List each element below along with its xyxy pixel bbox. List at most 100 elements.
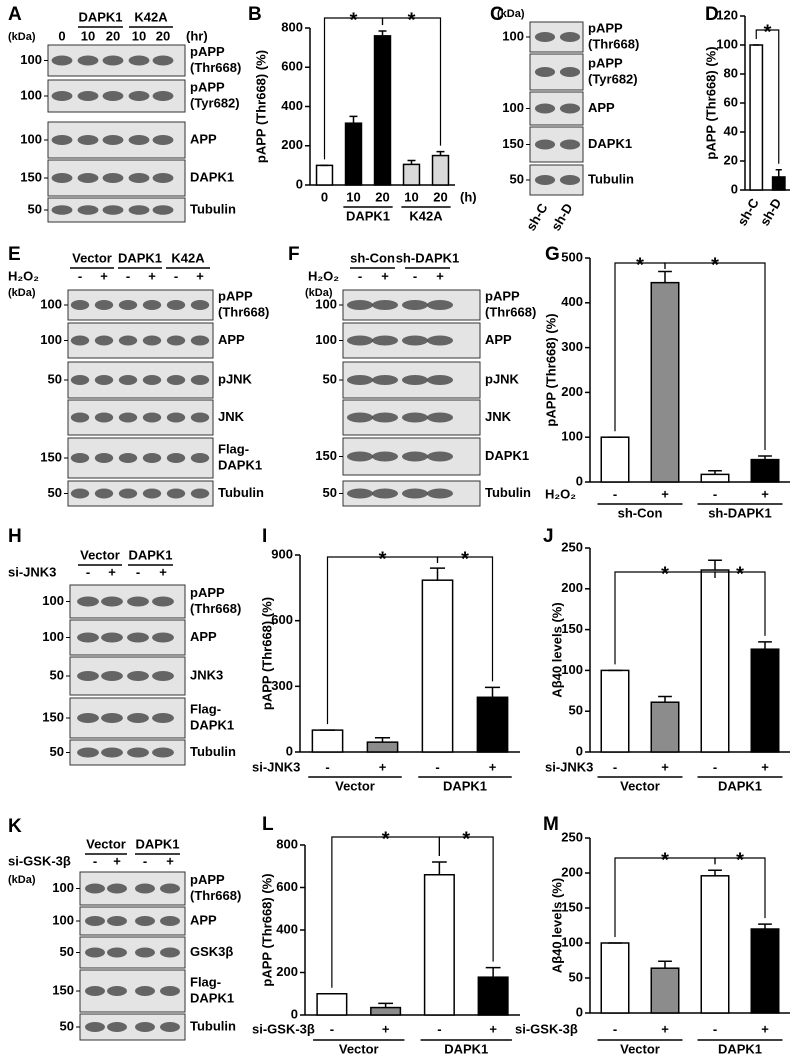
band bbox=[426, 300, 454, 310]
size-marker: 100 bbox=[42, 593, 64, 608]
row-label: APP bbox=[218, 332, 245, 347]
row-label: Flag- bbox=[190, 974, 221, 989]
band bbox=[94, 412, 114, 423]
significance-bracket bbox=[438, 836, 494, 962]
error-bar bbox=[758, 923, 772, 929]
bar bbox=[650, 281, 680, 483]
x-tick-label: + bbox=[489, 1021, 497, 1036]
y-axis-label: Aβ40 levels (%) bbox=[549, 602, 564, 697]
band bbox=[70, 335, 90, 346]
significance-star: * bbox=[661, 849, 669, 871]
significance-bracket bbox=[381, 17, 442, 146]
y-tick-label: 100 bbox=[561, 934, 583, 949]
y-tick-label: 400 bbox=[276, 921, 298, 936]
row-label: Tubulin bbox=[588, 171, 634, 186]
band bbox=[346, 335, 374, 346]
x-tick-label: - bbox=[713, 1021, 717, 1036]
y-tick-label: 500 bbox=[561, 249, 583, 264]
band bbox=[101, 713, 123, 723]
error-bar bbox=[758, 641, 772, 650]
row-label: JNK bbox=[218, 409, 245, 424]
band bbox=[346, 488, 374, 499]
row-label: Tubulin bbox=[218, 485, 264, 500]
error-bar bbox=[431, 861, 447, 875]
band bbox=[85, 1022, 105, 1032]
row-label: pAPP bbox=[218, 288, 253, 303]
bar bbox=[311, 729, 344, 753]
band bbox=[371, 335, 399, 346]
x-tick-label: 10 bbox=[404, 189, 418, 204]
row-label: pAPP bbox=[190, 44, 225, 59]
row-label: APP bbox=[190, 629, 217, 644]
band bbox=[85, 883, 105, 894]
band bbox=[77, 713, 99, 723]
size-marker: 150 bbox=[20, 169, 42, 184]
row-label: pJNK bbox=[218, 371, 253, 386]
y-axis-label: pAPP (Thr668) (%) bbox=[253, 50, 268, 163]
band bbox=[534, 32, 556, 42]
band bbox=[51, 135, 73, 145]
band bbox=[401, 300, 429, 310]
error-bar bbox=[658, 270, 672, 283]
band bbox=[127, 671, 149, 681]
bar bbox=[370, 1006, 402, 1016]
band bbox=[534, 103, 556, 114]
y-tick-label: 0 bbox=[286, 743, 293, 758]
band bbox=[102, 55, 124, 66]
lane-label: + bbox=[436, 268, 444, 283]
x-tick-label: + bbox=[761, 486, 769, 501]
unit-label: (hr) bbox=[186, 28, 208, 43]
treatment-label: H₂O₂ bbox=[8, 268, 39, 283]
lane-label: - bbox=[358, 268, 362, 283]
significance-bracket bbox=[755, 29, 780, 164]
band bbox=[70, 412, 90, 423]
band bbox=[371, 488, 399, 499]
row-label: JNK bbox=[485, 409, 512, 424]
lane-label: - bbox=[126, 268, 130, 283]
size-marker: 100 bbox=[20, 87, 42, 102]
band bbox=[371, 375, 399, 385]
band bbox=[128, 91, 150, 101]
lane-label: - bbox=[143, 853, 147, 868]
band bbox=[77, 671, 99, 681]
row-label: (Thr668) bbox=[218, 304, 269, 319]
group-label: K42A bbox=[134, 9, 168, 24]
x-tick-label: sh-D bbox=[757, 196, 784, 229]
group-label: DAPK1 bbox=[118, 250, 162, 265]
group-label: DAPK1 bbox=[718, 1041, 762, 1056]
bar bbox=[700, 875, 730, 1014]
y-tick-label: 80 bbox=[724, 65, 738, 80]
error-bar bbox=[374, 737, 391, 743]
band bbox=[426, 335, 454, 346]
y-tick-label: 600 bbox=[276, 879, 298, 894]
lane-label: + bbox=[166, 853, 174, 868]
error-bar bbox=[708, 470, 722, 475]
row-label: JNK3 bbox=[190, 667, 223, 682]
y-tick-label: 800 bbox=[276, 836, 298, 851]
y-tick-label: 0 bbox=[576, 1004, 583, 1019]
group-label: sh-DAPK1 bbox=[708, 505, 772, 520]
band bbox=[51, 205, 73, 215]
bar bbox=[650, 701, 680, 753]
band bbox=[401, 412, 429, 423]
x-tick-label: + bbox=[489, 759, 497, 774]
row-label: DAPK1 bbox=[588, 136, 632, 151]
x-tick-label: - bbox=[713, 759, 717, 774]
panel-letter: G bbox=[545, 244, 560, 265]
size-marker: 50 bbox=[323, 371, 337, 386]
x-tick-label: - bbox=[330, 1021, 334, 1036]
bar bbox=[771, 176, 786, 191]
group-label: DAPK1 bbox=[444, 1041, 488, 1056]
band bbox=[102, 205, 124, 215]
row-label: pAPP bbox=[588, 20, 623, 35]
lane-label: sh-D bbox=[548, 201, 575, 234]
blot-strip bbox=[67, 289, 214, 321]
band bbox=[401, 335, 429, 346]
y-tick-label: 0 bbox=[296, 176, 303, 191]
y-tick-label: 100 bbox=[716, 36, 738, 51]
row-label: Tubulin bbox=[190, 201, 236, 216]
size-marker: 100 bbox=[502, 28, 524, 43]
treatment-label: si-GSK-3β bbox=[8, 853, 71, 868]
band bbox=[160, 883, 180, 894]
bar bbox=[700, 473, 730, 483]
